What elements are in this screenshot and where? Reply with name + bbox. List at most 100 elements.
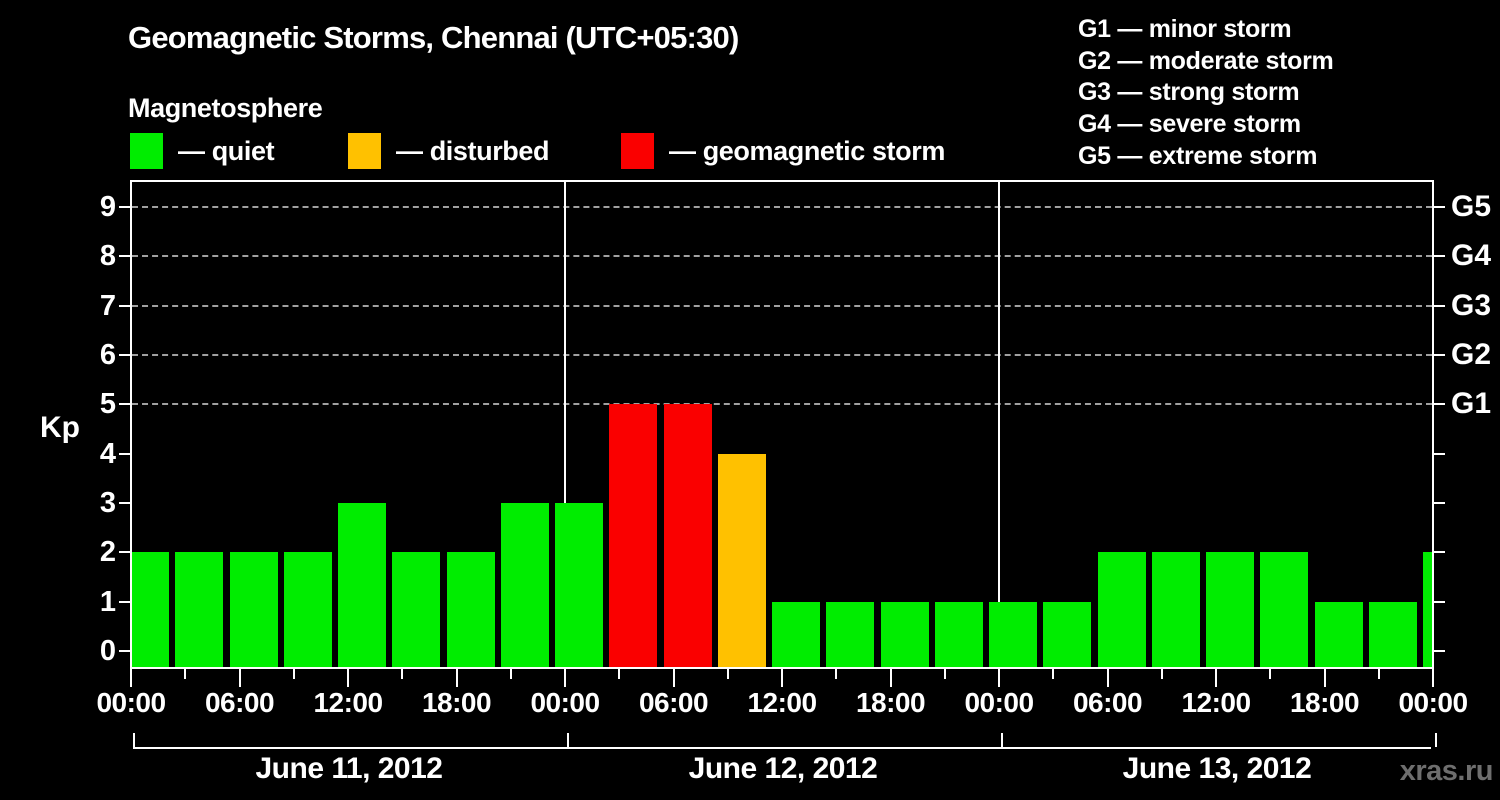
date-label: June 13, 2012 (1122, 752, 1312, 785)
x-axis-tick (564, 668, 566, 687)
x-axis-tick (1323, 668, 1326, 687)
magnetosphere-heading: Magnetosphere (128, 93, 323, 123)
kp-gridline (132, 205, 1432, 208)
x-axis-tick (455, 668, 458, 687)
y-axis-tick-left (119, 600, 131, 603)
x-axis-tick (943, 668, 946, 679)
kp-bar (1423, 552, 1432, 667)
legend-item-quiet: — quiet (130, 133, 275, 169)
x-axis-tick (509, 668, 512, 679)
chart-title: Geomagnetic Storms, Chennai (UTC+05:30) (128, 20, 739, 55)
time-tick-label: 06:00 (204, 687, 275, 718)
date-band-tick (1435, 733, 1437, 747)
x-axis-tick (672, 668, 675, 687)
quiet-color-swatch (130, 133, 163, 169)
kp-bar (392, 552, 441, 667)
y-axis-tick-right (1433, 205, 1445, 208)
kp-bar (934, 601, 983, 667)
date-band-tick (1001, 733, 1003, 747)
y-axis-tick-right (1433, 551, 1445, 554)
x-axis-tick (1106, 668, 1109, 687)
y-axis-tick-right (1433, 304, 1445, 307)
x-axis-tick (1215, 668, 1217, 687)
kp-bar (717, 453, 766, 667)
kp-bar (1260, 552, 1309, 667)
time-tick-label: 12:00 (747, 687, 817, 718)
legend-label-storm: — geomagnetic storm (669, 135, 945, 166)
y-axis-tick-label: 8 (99, 240, 116, 273)
y-axis-tick-left (119, 501, 131, 504)
y-axis-tick-right (1433, 452, 1445, 455)
kp-bar (989, 601, 1037, 667)
y-axis-tick-right (1433, 650, 1445, 652)
time-tick-label: 12:00 (313, 687, 383, 718)
kp-bar (175, 552, 224, 667)
kp-bar (609, 404, 658, 667)
kp-bars-layer (132, 182, 1432, 667)
date-label: June 12, 2012 (688, 752, 878, 785)
kp-bar (880, 601, 929, 667)
y-axis-tick-left (119, 255, 131, 258)
y-axis-tick-left (119, 304, 131, 307)
y-axis-tick-right (1433, 255, 1445, 258)
g-axis-label: G4 (1451, 239, 1492, 273)
g-axis-label: G3 (1451, 288, 1492, 322)
y-axis-tick-right (1433, 501, 1445, 504)
x-axis-tick (1160, 668, 1163, 679)
x-axis-tick (998, 668, 1000, 687)
kp-bar (500, 502, 549, 667)
x-axis-tick (781, 668, 783, 687)
y-axis-tick-right (1433, 353, 1445, 356)
kp-bar (1206, 552, 1254, 667)
g-scale-legend: G1 — minor storm G2 — moderate storm G3 — … (1078, 14, 1334, 173)
kp-bar (283, 552, 332, 667)
x-axis-tick (238, 668, 241, 687)
time-tick-label: 12:00 (1181, 687, 1251, 718)
x-axis-tick (1269, 668, 1272, 679)
g-scale-legend-line: G4 — severe storm (1078, 110, 1301, 139)
kp-bar (338, 502, 386, 667)
kp-bar (772, 601, 820, 667)
time-tick-label: 06:00 (1072, 687, 1143, 718)
y-axis-tick-left (119, 650, 131, 652)
legend-label-disturbed: — disturbed (396, 135, 550, 166)
kp-gridline (132, 255, 1432, 258)
x-axis-tick (889, 668, 892, 687)
y-axis-tick-label: 2 (99, 536, 116, 569)
legend-item-disturbed: — disturbed (348, 133, 550, 169)
x-axis-tick (130, 668, 132, 687)
x-axis-tick (618, 668, 621, 679)
day-separator-line (998, 182, 1000, 667)
x-axis-tick (184, 668, 187, 679)
kp-bar (826, 601, 875, 667)
x-axis-tick (835, 668, 838, 679)
y-axis-tick-left (119, 205, 131, 208)
x-axis-tick (401, 668, 404, 679)
y-axis-tick-label: 6 (99, 338, 116, 371)
g-scale-legend-line: G1 — minor storm (1078, 15, 1292, 43)
y-axis-tick-left (119, 403, 131, 406)
y-axis-tick-right (1433, 600, 1445, 603)
date-label: June 11, 2012 (255, 752, 443, 785)
date-band-tick (133, 733, 135, 747)
kp-bar (555, 502, 603, 667)
kp-bar (446, 552, 495, 667)
x-axis-tick (292, 668, 295, 679)
disturbed-color-swatch (348, 133, 381, 169)
kp-bar (1314, 601, 1363, 667)
watermark: xras.ru (1399, 755, 1494, 787)
time-tick-label: 00:00 (964, 687, 1034, 718)
kp-bar (229, 552, 278, 667)
g-axis-label: G2 (1451, 337, 1492, 371)
y-axis-tick-label: 9 (99, 190, 116, 223)
kp-bar (1097, 552, 1146, 667)
time-tick-label: 18:00 (1289, 687, 1360, 718)
y-axis-tick-label: 5 (99, 388, 116, 421)
date-band-line (133, 747, 1431, 749)
g-scale-legend-line: G2 — moderate storm (1078, 46, 1334, 75)
axis-border (130, 180, 1434, 669)
time-tick-label: 00:00 (1398, 687, 1468, 718)
legend-label-quiet: — quiet (178, 135, 275, 166)
